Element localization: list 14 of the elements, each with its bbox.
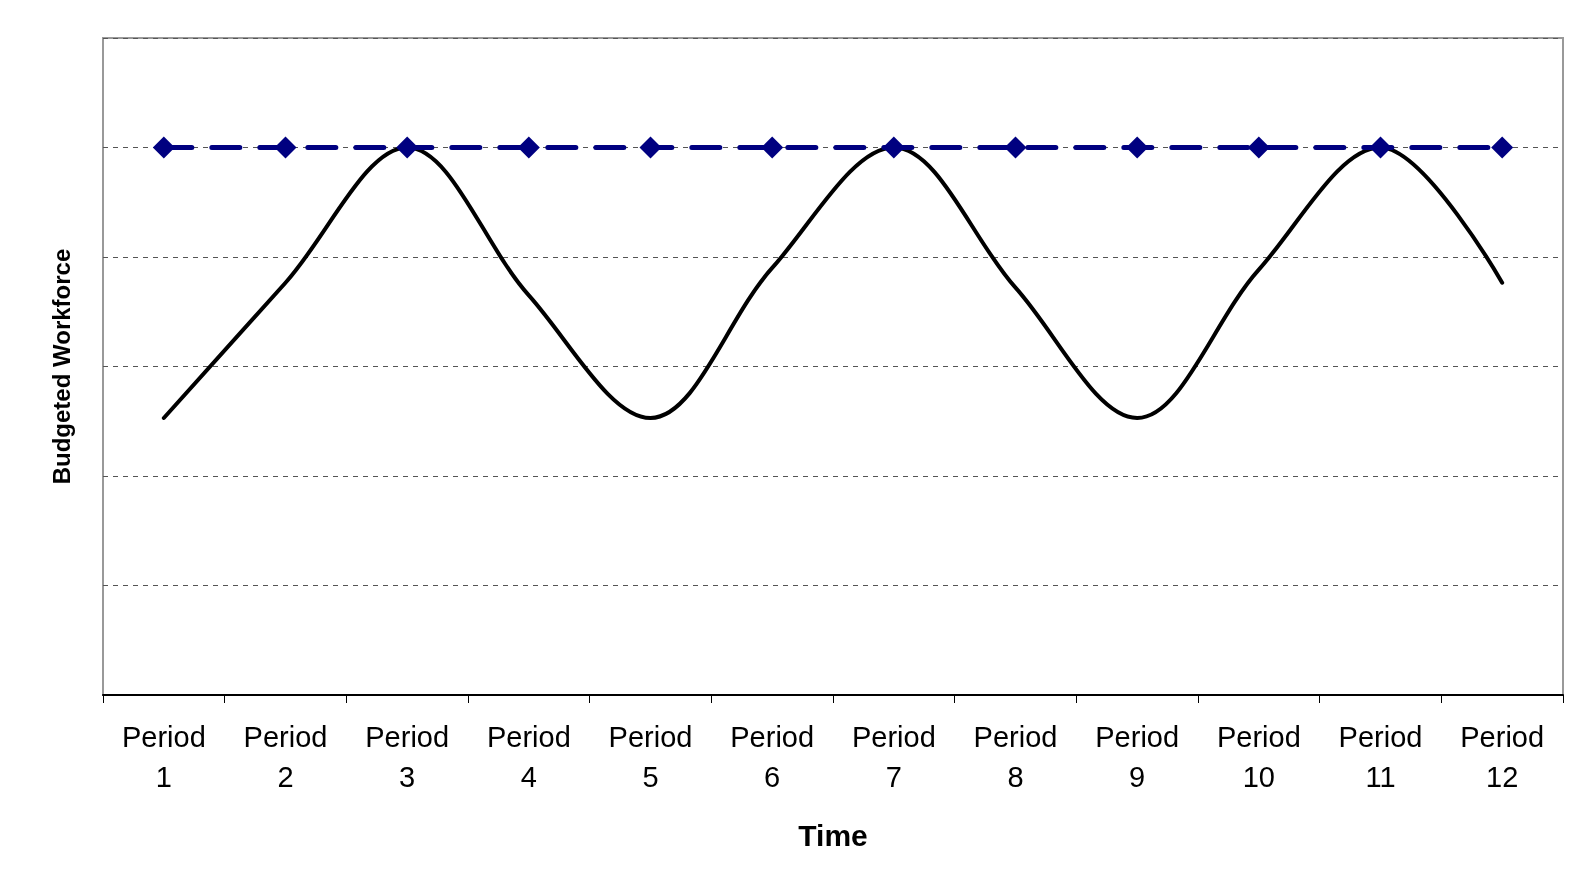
x-tick-label: Period 9 — [1095, 721, 1180, 793]
y-axis-title: Budgeted Workforce — [47, 248, 75, 485]
x-tick-label: Period 1 — [121, 721, 206, 793]
x-tick-label: Period 8 — [973, 721, 1058, 793]
x-tick-label: Period 3 — [365, 721, 450, 793]
x-axis-title: Time — [798, 818, 868, 852]
x-tick-label: Period 10 — [1216, 721, 1301, 793]
x-tick-label: Period 12 — [1460, 721, 1545, 793]
x-tick-label: Period 2 — [243, 721, 328, 793]
x-tick-label: Period 7 — [851, 721, 936, 793]
x-tick-label: Period 11 — [1338, 721, 1423, 793]
x-tick-label: Period 6 — [730, 721, 815, 793]
x-tick-label: Period 4 — [486, 721, 571, 793]
x-tick-label: Period 5 — [608, 721, 693, 793]
